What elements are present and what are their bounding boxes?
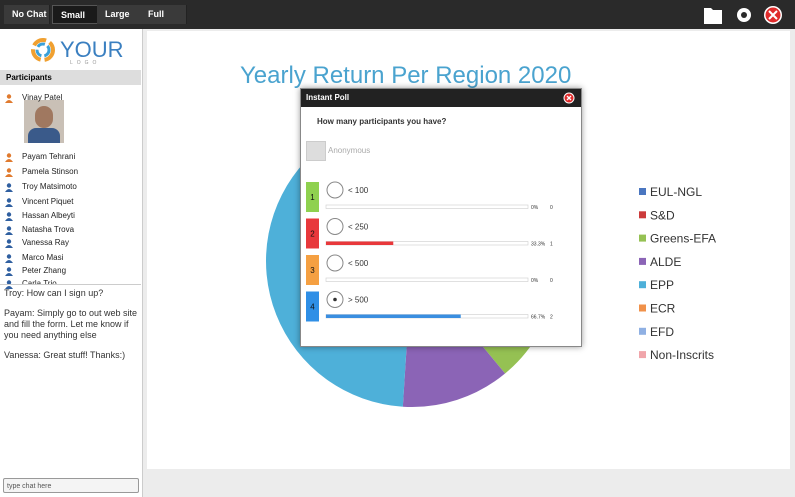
- legend-label: ALDE: [650, 255, 681, 269]
- view-button[interactable]: Small: [52, 5, 98, 24]
- legend-label: EUL-NGL: [650, 185, 702, 199]
- legend-label: S&D: [650, 208, 675, 222]
- participant-name: Vincent Piquet: [22, 197, 74, 206]
- participant-icon: [5, 239, 13, 248]
- poll-close[interactable]: [563, 92, 575, 104]
- logo-subtext: LOGO: [70, 60, 101, 66]
- vote-count: 0: [550, 205, 553, 211]
- legend-swatch: [639, 304, 646, 312]
- view-button[interactable]: No Chat: [4, 5, 50, 24]
- vote-bar: [326, 314, 461, 318]
- toolbar-icons: [704, 6, 782, 24]
- option-tab: [306, 182, 319, 212]
- bar-track: [325, 277, 529, 282]
- participant-icon: [5, 267, 13, 276]
- legend-label: Greens-EFA: [650, 232, 716, 246]
- chat-message: Troy: How can I sign up?: [4, 288, 104, 298]
- view-button[interactable]: Large: [97, 5, 143, 24]
- chart-title: Yearly Return Per Region 2020: [240, 62, 571, 89]
- option-radio[interactable]: [326, 254, 344, 272]
- participant-icon: [5, 94, 13, 103]
- legend-swatch: [639, 351, 646, 359]
- side-panel: YOUR LOGO Participants Vinay Patel Payam …: [0, 29, 143, 497]
- participant-icon: [5, 254, 13, 263]
- option-number: 4: [310, 303, 315, 312]
- percent-label: 33.3%: [531, 242, 546, 248]
- chat-input[interactable]: type chat here: [3, 478, 139, 493]
- option-tab: [306, 291, 319, 322]
- legend-swatch: [639, 234, 646, 242]
- legend-label: EPP: [650, 278, 674, 292]
- participant-name: Pamela Stinson: [22, 167, 79, 176]
- percent-label: 0%: [531, 205, 539, 211]
- participant-name: Marco Masi: [22, 253, 64, 262]
- bar-track: [325, 204, 529, 209]
- participant-photo: [24, 100, 64, 143]
- poll-options: 1 < 100 0% 0 2 < 250 33.3% 1 3 < 500 0% 0 4 > 500 66.7…: [306, 181, 553, 322]
- option-radio[interactable]: [326, 218, 344, 235]
- radio-dot: [333, 297, 337, 302]
- participant-name: Vanessa Ray: [22, 238, 69, 247]
- anonymous-checkbox[interactable]: [306, 141, 326, 161]
- legend-swatch: [639, 211, 646, 219]
- percent-label: 66.7%: [531, 315, 546, 321]
- participant-name: Troy Matsimoto: [22, 182, 77, 191]
- poll-dialog: Instant Poll How many participants you h…: [300, 88, 582, 347]
- participant-icon: [5, 212, 13, 221]
- legend-swatch: [639, 257, 646, 265]
- chat-log: Troy: How can I sign up? Payam: Simply go…: [4, 288, 138, 370]
- participant-icon: [5, 280, 13, 289]
- option-number: 2: [310, 230, 315, 239]
- participant-name: Carla Trio: [22, 279, 57, 284]
- participants-header: Participants: [0, 70, 141, 85]
- participant-name: Vinay Patel: [22, 93, 63, 102]
- chat-message: Payam: Simply go to out web site and fil…: [4, 308, 138, 340]
- legend-swatch: [639, 327, 646, 335]
- option-number: 3: [310, 266, 315, 275]
- participant-icon: [5, 183, 13, 192]
- participant-name: Payam Tehrani: [22, 152, 76, 161]
- anonymous-label: Anonymous: [328, 146, 371, 155]
- option-tab: [306, 255, 319, 285]
- legend-label: Non-Inscrits: [650, 348, 714, 362]
- poll-title: Instant Poll: [301, 89, 581, 107]
- folder-icon[interactable]: [704, 8, 722, 24]
- participant-icon: [5, 168, 13, 177]
- vote-count: 0: [550, 278, 553, 284]
- percent-label: 0%: [531, 278, 539, 284]
- logo-mark: [31, 38, 55, 62]
- legend-swatch: [639, 188, 646, 195]
- vote-count: 2: [550, 315, 553, 321]
- view-button[interactable]: Full: [140, 5, 187, 24]
- option-label: < 250: [348, 223, 369, 232]
- legend-label: ECR: [650, 302, 676, 316]
- participant-name: Hassan Albeyti: [22, 211, 75, 220]
- participant-icon: [5, 226, 13, 235]
- participant-icon: [5, 153, 13, 162]
- option-label: > 500: [348, 296, 369, 305]
- legend-label: EFD: [650, 325, 674, 339]
- participant-name: Natasha Trova: [22, 225, 75, 234]
- option-tab: [306, 218, 319, 249]
- participant-icon: [5, 198, 13, 207]
- vote-bar: [326, 241, 394, 245]
- option-radio[interactable]: [326, 181, 344, 199]
- legend-swatch: [639, 281, 646, 289]
- chat-message: Vanessa: Great stuff! Thanks:): [4, 350, 126, 360]
- vote-count: 1: [550, 242, 553, 248]
- option-label: < 500: [348, 259, 369, 268]
- participant-name: Peter Zhang: [22, 266, 67, 275]
- option-number: 1: [310, 193, 315, 202]
- poll-question: How many participants you have?: [317, 117, 447, 126]
- logo-text: YOUR: [60, 37, 124, 62]
- toolbar: No Chat Small Large Full: [0, 0, 795, 29]
- option-label: < 100: [348, 186, 369, 195]
